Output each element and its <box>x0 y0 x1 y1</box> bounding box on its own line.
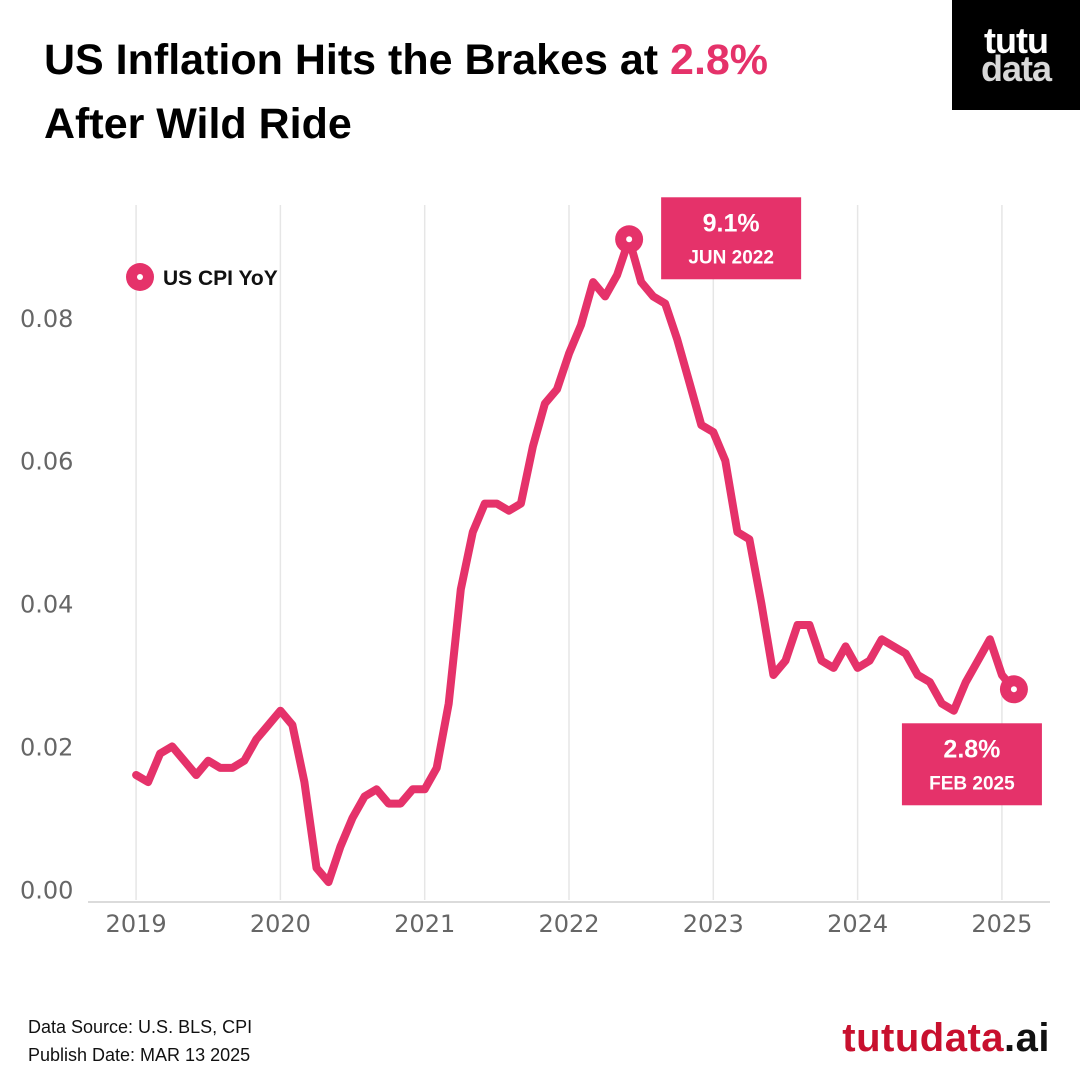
callout-value-jun-2022: 9.1% <box>703 209 760 237</box>
brand-dot: . <box>1004 1016 1016 1060</box>
annotations: 9.1% JUN 2022 2.8% FEB 2025 <box>615 197 1042 806</box>
legend: US CPI YoY <box>126 263 278 291</box>
y-tick-label-0.08: 0.08 <box>20 305 73 333</box>
callout-date-jun-2022: JUN 2022 <box>688 247 774 268</box>
title-line-2: After Wild Ride <box>44 100 352 148</box>
logo-line-1: tutu <box>984 20 1049 61</box>
x-tick-label-2022: 2022 <box>538 910 599 938</box>
y-axis-ticks: 0.00 0.02 0.04 0.06 0.08 <box>20 305 73 904</box>
series-line-us-cpi-yoy <box>132 235 1018 887</box>
y-tick-label-0.04: 0.04 <box>20 591 73 619</box>
legend-marker-center <box>137 274 143 280</box>
x-tick-label-2020: 2020 <box>250 910 311 938</box>
brand-name: tutudata <box>842 1016 1005 1060</box>
y-tick-label-0.00: 0.00 <box>20 876 73 904</box>
callout-box-feb-2025 <box>901 723 1042 806</box>
chart-title: US Inflation Hits the Brakes at 2.8% Afte… <box>44 28 904 156</box>
callout-box-jun-2022 <box>661 197 802 280</box>
cpi-line-chart: 0.00 0.02 0.04 0.06 0.08 2019 2020 2021 2022 202… <box>20 197 1050 938</box>
footer-info: Data Source: U.S. BLS, CPI Publish Date:… <box>28 1013 252 1069</box>
y-tick-label-0.02: 0.02 <box>20 733 73 761</box>
y-tick-label-0.06: 0.06 <box>20 448 73 476</box>
legend-label-us-cpi-yoy: US CPI YoY <box>163 267 278 290</box>
x-tick-label-2019: 2019 <box>106 910 167 938</box>
marker-center-feb-2025 <box>1010 686 1017 693</box>
tutudata-logo: tutu data <box>952 0 1080 110</box>
brand-wordmark: tutudata.ai <box>842 1012 1050 1064</box>
callout-value-feb-2025: 2.8% <box>943 735 1000 763</box>
title-prefix: US Inflation Hits the Brakes at <box>44 36 671 84</box>
brand-tld: ai <box>1015 1016 1050 1060</box>
series-layer <box>132 235 1018 887</box>
x-axis-ticks: 2019 2020 2021 2022 2023 2024 2025 <box>106 910 1033 938</box>
publish-date: Publish Date: MAR 13 2025 <box>28 1045 251 1065</box>
data-source: Data Source: U.S. BLS, CPI <box>28 1017 253 1037</box>
x-tick-label-2023: 2023 <box>683 910 744 938</box>
x-tick-label-2025: 2025 <box>971 910 1032 938</box>
title-highlight-value: 2.8% <box>670 36 769 84</box>
x-tick-label-2021: 2021 <box>394 910 455 938</box>
grid-lines <box>135 205 1003 900</box>
logo-line-2: data <box>980 48 1052 89</box>
marker-center-jun-2022 <box>626 236 633 243</box>
callout-date-feb-2025: FEB 2025 <box>929 773 1015 794</box>
x-tick-label-2024: 2024 <box>827 910 888 938</box>
